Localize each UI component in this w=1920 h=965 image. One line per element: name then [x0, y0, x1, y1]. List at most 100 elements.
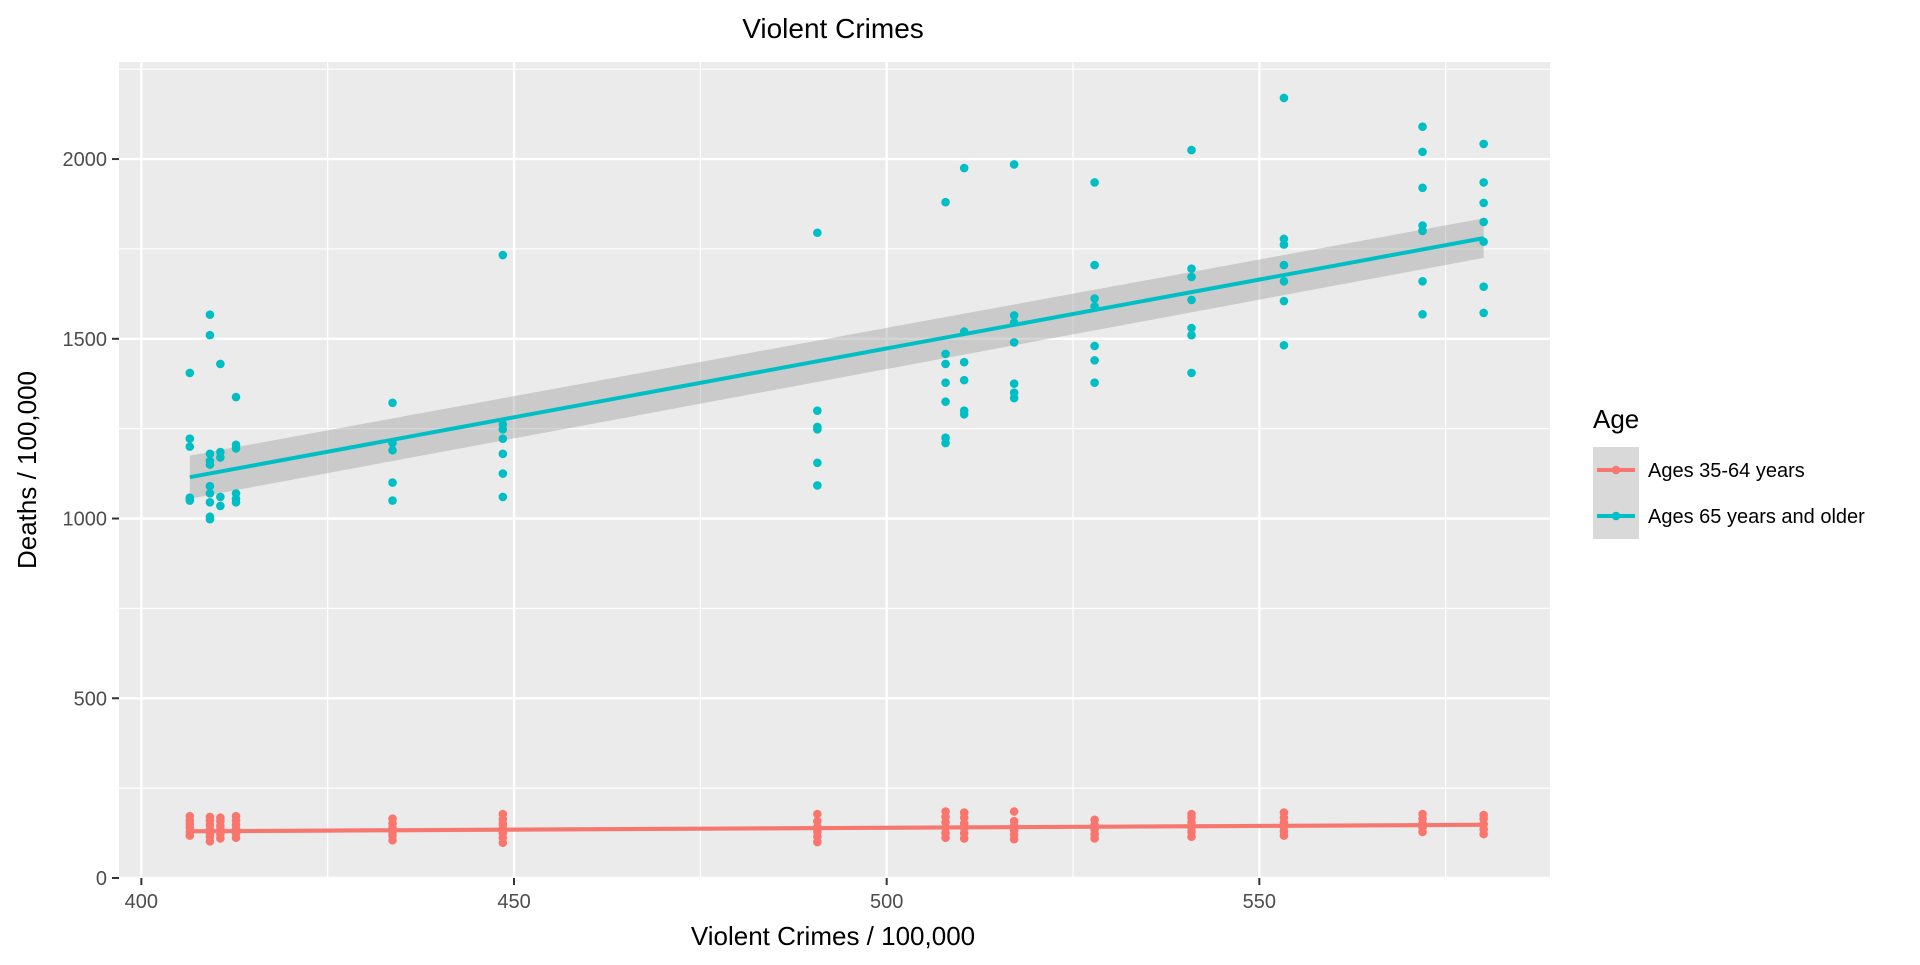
y-tick-label: 0 — [96, 868, 107, 890]
data-point — [1279, 808, 1289, 817]
data-point — [813, 809, 822, 819]
data-point — [498, 434, 508, 444]
data-point — [1418, 183, 1427, 193]
data-point — [941, 807, 950, 816]
data-point — [185, 496, 195, 505]
plot-panel — [119, 62, 1550, 878]
x-tick-label: 550 — [1243, 891, 1276, 913]
x-tick-label: 400 — [125, 891, 158, 913]
legend: Age Ages 35-64 years Ages 65 years and ol… — [1593, 404, 1865, 539]
data-point — [1090, 260, 1099, 270]
data-point — [388, 814, 397, 823]
data-point — [813, 816, 822, 826]
data-point — [216, 501, 225, 511]
data-point — [1009, 807, 1019, 816]
data-point — [1187, 323, 1196, 333]
data-point — [1009, 393, 1019, 403]
data-point — [205, 481, 215, 491]
data-point — [1418, 147, 1427, 157]
data-point — [1009, 379, 1019, 389]
data-point — [1279, 296, 1289, 306]
data-point — [216, 813, 225, 822]
data-point — [388, 398, 397, 408]
data-point — [498, 250, 508, 260]
data-point — [1009, 338, 1019, 347]
y-axis-label: Deaths / 100,000 — [12, 371, 42, 569]
data-point — [388, 445, 397, 455]
data-point — [1090, 378, 1099, 387]
data-point — [1279, 93, 1289, 103]
x-tick-label: 500 — [870, 891, 903, 913]
legend-label: Ages 35-64 years — [1648, 460, 1805, 482]
data-point — [959, 409, 969, 419]
data-point — [388, 496, 397, 505]
data-point — [231, 498, 241, 507]
data-point — [185, 368, 195, 378]
data-point — [813, 458, 822, 468]
data-point — [205, 460, 215, 469]
fit-line — [189, 822, 1484, 834]
data-point — [1479, 810, 1488, 820]
data-point — [1418, 276, 1427, 286]
data-point — [231, 811, 241, 821]
data-point — [941, 349, 950, 359]
data-point — [959, 357, 969, 367]
data-point — [205, 514, 215, 524]
data-point — [1187, 264, 1196, 273]
data-point — [498, 469, 508, 478]
data-point — [1479, 178, 1488, 187]
data-point — [959, 375, 969, 385]
data-point — [941, 378, 950, 387]
major-gridlines — [119, 62, 1550, 880]
data-point — [216, 492, 225, 502]
data-point — [941, 359, 950, 369]
data-point — [1090, 294, 1099, 303]
data-point — [205, 498, 215, 507]
data-point — [1418, 310, 1427, 319]
y-tick-label: 1000 — [63, 509, 108, 531]
data-point — [498, 449, 508, 459]
data-point — [1279, 240, 1289, 249]
data-point — [1187, 145, 1196, 155]
data-point — [185, 442, 195, 451]
minor-gridlines — [119, 62, 1550, 878]
data-point — [1479, 308, 1488, 318]
data-point — [1090, 178, 1099, 187]
data-point — [959, 163, 969, 173]
legend-title: Age — [1593, 404, 1639, 434]
data-point — [813, 481, 822, 490]
data-point — [1090, 356, 1099, 365]
data-point — [1187, 368, 1196, 378]
data-point — [1418, 122, 1427, 132]
data-point — [941, 397, 950, 407]
data-point — [216, 359, 225, 369]
x-axis: 400 450 500 550 — [125, 878, 1276, 913]
legend-label: Ages 65 years and older — [1648, 506, 1865, 528]
data-point — [1479, 282, 1488, 291]
data-point — [185, 811, 195, 821]
data-point — [1279, 276, 1289, 286]
legend-point — [1611, 465, 1621, 475]
data-point — [205, 449, 215, 459]
data-point — [205, 489, 215, 498]
legend-point — [1611, 511, 1621, 521]
data-point — [205, 310, 215, 320]
data-point — [1418, 226, 1427, 236]
chart-title: Violent Crimes — [742, 13, 924, 44]
data-point — [498, 492, 508, 502]
data-point — [205, 330, 215, 340]
data-point — [813, 425, 822, 434]
data-point — [1418, 809, 1427, 819]
data-point — [1187, 295, 1196, 305]
data-point — [1279, 260, 1289, 270]
data-point — [1090, 341, 1099, 351]
data-point — [1187, 809, 1196, 819]
data-point — [1479, 139, 1488, 149]
data-point — [1009, 311, 1019, 320]
fit-lines — [189, 236, 1485, 834]
y-tick-label: 1500 — [63, 329, 108, 351]
data-point — [1009, 816, 1019, 826]
data-point — [498, 809, 508, 819]
